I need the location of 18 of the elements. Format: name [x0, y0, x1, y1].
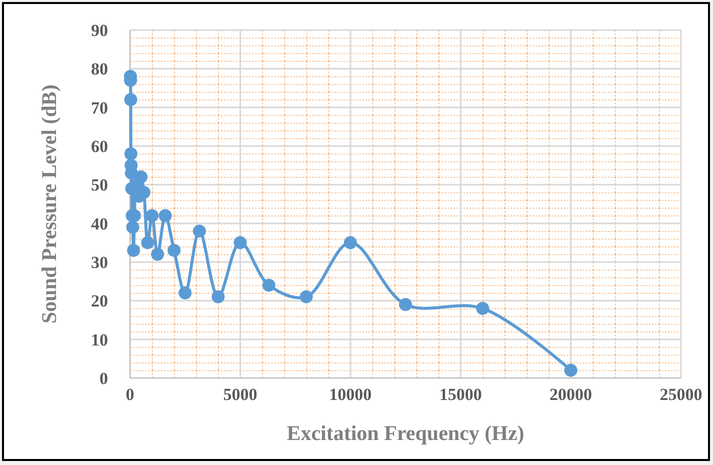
- x-tick-label: 5000: [223, 385, 258, 404]
- x-tick-label: 15000: [439, 385, 482, 404]
- y-tick-label: 40: [91, 214, 108, 234]
- y-tick-label: 60: [91, 137, 108, 156]
- x-tick-label: 10000: [329, 385, 372, 404]
- y-tick-label: 10: [91, 330, 108, 350]
- y-tick-label: 70: [91, 98, 108, 118]
- y-tick-label: 20: [91, 292, 108, 311]
- y-tick-label: 80: [91, 60, 108, 79]
- y-tick-label: 50: [91, 176, 108, 195]
- y-tick-label: 30: [91, 253, 108, 272]
- x-tick-label: 0: [126, 385, 134, 404]
- x-tick-label: 20000: [550, 385, 592, 404]
- y-axis-title: Sound Pressure Level (dB): [37, 84, 61, 324]
- y-tick-label: 0: [100, 369, 108, 388]
- x-axis-title: Excitation Frequency (Hz): [286, 421, 524, 445]
- y-tick-label: 90: [91, 21, 108, 40]
- x-tick-label: 25000: [660, 385, 702, 404]
